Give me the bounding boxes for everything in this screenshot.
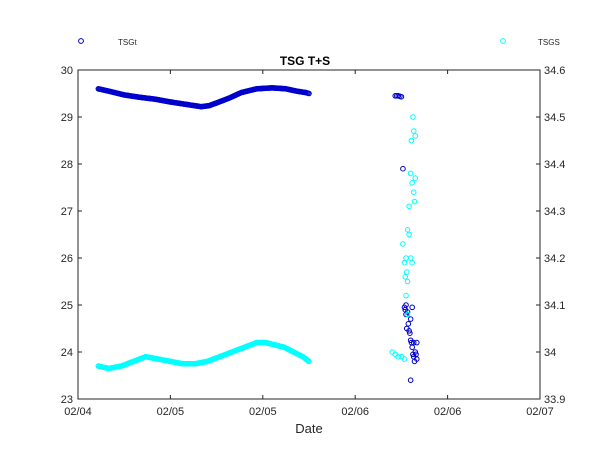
x-tick-label: 02/05 xyxy=(249,406,277,418)
tsgt-point xyxy=(409,344,415,351)
tsgt-point xyxy=(404,309,411,315)
tsgs-point xyxy=(407,170,414,177)
legend-label-tsgt: TSGt xyxy=(118,38,137,47)
tsgs-point xyxy=(410,114,416,120)
plot-area xyxy=(77,69,541,400)
tsgt-point xyxy=(414,356,420,362)
chart-title: TSG T+S xyxy=(280,54,330,68)
y-right-tick-label: 34.5 xyxy=(544,112,565,124)
tsgs-point xyxy=(400,241,406,247)
x-tick-label: 02/07 xyxy=(526,406,554,418)
y-right-tick-label: 34.6 xyxy=(544,65,565,77)
y-left-tick-label: 25 xyxy=(61,300,73,312)
tsgt-point xyxy=(414,339,420,346)
tsgs-point xyxy=(412,133,419,139)
tsgt-point xyxy=(400,165,406,172)
legend-marker-tsgt xyxy=(78,38,84,44)
y-left-tick-label: 30 xyxy=(61,65,73,77)
tsgs-point xyxy=(410,189,417,195)
data-marks xyxy=(95,85,420,384)
y-right-tick-label: 33.9 xyxy=(544,394,565,406)
tsgt-point xyxy=(407,330,413,337)
tsgs-point xyxy=(406,231,412,238)
y-left-tick-label: 29 xyxy=(61,112,73,124)
tsgs-point xyxy=(410,128,417,134)
tsgs-point xyxy=(409,180,415,186)
legend-label-tsgs: TSGS xyxy=(538,38,560,47)
tsgs-point xyxy=(408,137,415,144)
x-tick-label: 02/06 xyxy=(341,406,369,418)
axis-ticks: 02/04 02/05 02/05 02/06 02/06 02/07 23 24 25 26 27… xyxy=(61,65,566,418)
y-left-tick-label: 27 xyxy=(61,206,73,218)
y-right-tick-label: 34 xyxy=(544,347,556,359)
tsgs-point xyxy=(403,269,410,275)
y-left-tick-label: 23 xyxy=(61,394,73,406)
tsgs-point xyxy=(404,278,411,285)
tsgs-point xyxy=(407,255,414,261)
x-tick-label: 02/04 xyxy=(64,406,92,418)
tsgt-point xyxy=(406,328,412,334)
tsgt-point xyxy=(405,321,412,327)
x-tick-label: 02/06 xyxy=(434,406,462,418)
y-left-tick-label: 26 xyxy=(61,253,73,265)
tsgs-point xyxy=(404,227,411,233)
tsgt-point xyxy=(410,339,417,346)
tsgs-point xyxy=(403,292,409,299)
y-right-tick-label: 34.4 xyxy=(544,159,565,171)
tsgs-point xyxy=(401,259,408,266)
x-tick-label: 02/05 xyxy=(157,406,185,418)
tsgs-point xyxy=(401,356,408,362)
tsgt-point xyxy=(407,316,414,322)
tsgt-point xyxy=(409,304,415,311)
legend-right: TSGS xyxy=(500,38,560,47)
tsgt-point xyxy=(412,349,419,355)
y-left-tick-label: 24 xyxy=(61,347,73,359)
tsgs-point xyxy=(409,259,415,266)
legend-left: TSGt xyxy=(78,38,137,47)
legend-marker-tsgs xyxy=(500,38,506,44)
tsgs-point xyxy=(412,175,419,181)
tsgs-point xyxy=(305,357,311,364)
y-right-tick-label: 34.1 xyxy=(544,300,565,312)
tsgs-point xyxy=(306,358,312,365)
y-right-tick-label: 34.2 xyxy=(544,253,565,265)
tsgt-point xyxy=(407,377,414,384)
tsgt-point xyxy=(306,90,312,97)
tsgs-point xyxy=(411,198,418,205)
y-right-tick-label: 34.3 xyxy=(544,206,565,218)
tsgt-point xyxy=(398,93,405,100)
tsgs-point xyxy=(395,353,402,360)
tsgs-point xyxy=(402,274,409,280)
y-left-tick-label: 28 xyxy=(61,159,73,171)
tsgt-point xyxy=(403,302,409,308)
tsgs-point xyxy=(406,203,412,210)
x-axis-title: Date xyxy=(295,421,322,436)
tsgs-point xyxy=(404,311,411,318)
